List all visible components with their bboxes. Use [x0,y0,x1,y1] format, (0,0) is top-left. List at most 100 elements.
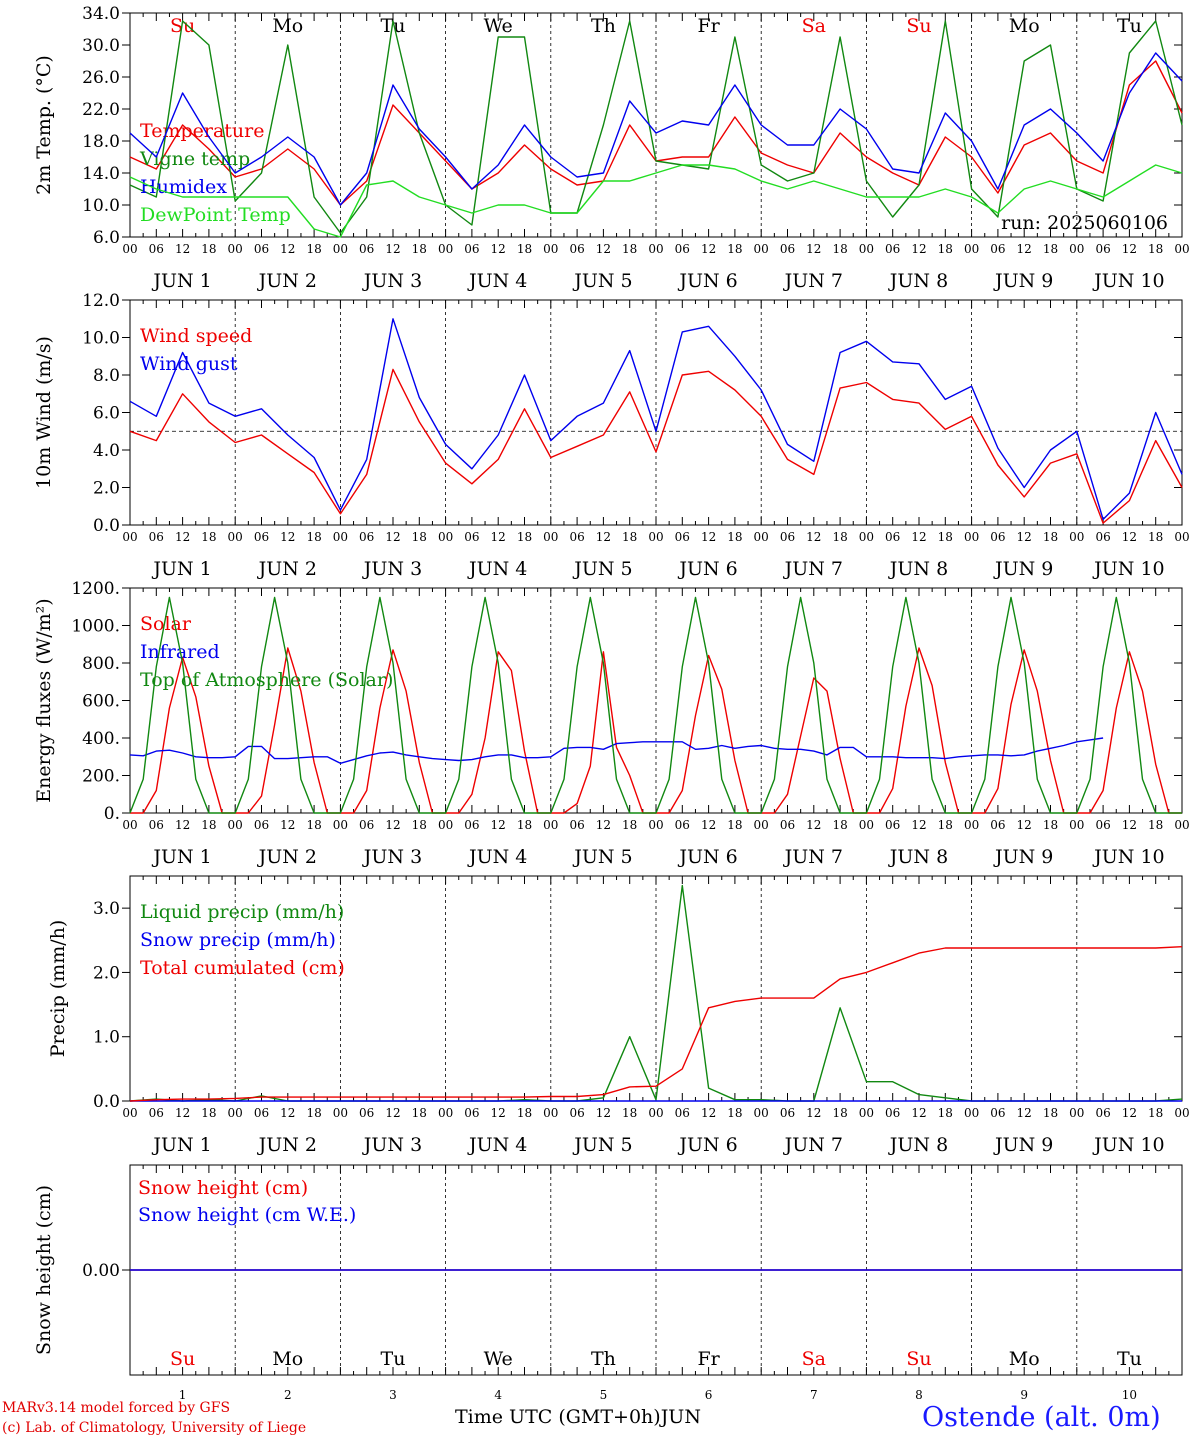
hour-tick-label: 12 [806,242,821,256]
hour-tick-label: 18 [622,818,637,832]
hour-tick-label: 18 [622,1106,637,1120]
hour-tick-label: 06 [1095,242,1110,256]
hour-tick-label: 06 [675,242,690,256]
hour-tick-label: 00 [333,818,348,832]
date-label: JUN 3 [362,270,422,292]
hour-tick-label: 12 [280,1106,295,1120]
series-line-vigne-temp [129,20,1183,234]
hour-tick-label: 06 [990,818,1005,832]
y-tick-label: 1.0 [93,1028,120,1048]
hour-tick-label: 18 [412,1106,427,1120]
date-label: JUN 8 [888,1134,948,1156]
hour-tick-label: 18 [832,818,847,832]
y-tick-label: 2.0 [93,479,120,499]
hour-tick-label: 06 [359,530,374,544]
date-label: JUN 4 [467,1134,527,1156]
date-label: JUN 5 [572,558,632,580]
date-label: JUN 9 [993,846,1053,868]
hour-tick-label: 06 [569,242,584,256]
hour-tick-label: 06 [990,1106,1005,1120]
hour-tick-label: 06 [254,530,269,544]
y-tick-label: 22.0 [82,100,120,120]
hour-tick-label: 18 [727,818,742,832]
hour-tick-label: 06 [359,1106,374,1120]
weekday-label: We [484,15,513,37]
hour-tick-label: 12 [491,242,506,256]
hour-tick-label: 00 [1069,242,1084,256]
hour-tick-label: 00 [228,1106,243,1120]
y-tick-label: 6.0 [93,228,120,248]
hour-tick-label: 18 [727,530,742,544]
x-axis-title: Time UTC (GMT+0h)JUN [455,1406,701,1428]
hour-tick-label: 00 [333,242,348,256]
y-tick-label: 1200. [71,579,120,599]
model-credit: MARv3.14 model forced by GFS [2,1400,231,1416]
hour-tick-label: 18 [306,242,321,256]
date-label: JUN 10 [1092,1134,1164,1156]
hour-tick-label: 12 [596,1106,611,1120]
hour-tick-label: 18 [201,530,216,544]
day-number: 5 [600,1388,608,1402]
panel-3: 00 06 12 18 00 06 12 18 00 06 12 18 00 06 12 18 00 06 12 18… [33,579,1190,868]
day-number: 8 [915,1388,923,1402]
hour-tick-label: 06 [1095,1106,1110,1120]
hour-tick-label: 06 [885,1106,900,1120]
y-tick-label: 6.0 [93,404,120,424]
hour-tick-label: 12 [175,818,190,832]
date-label: JUN 1 [151,270,211,292]
y-tick-label: 3.0 [93,899,120,919]
hour-tick-label: 00 [754,1106,769,1120]
hour-tick-label: 00 [964,818,979,832]
day-number: 9 [1020,1388,1028,1402]
hour-tick-label: 18 [832,242,847,256]
weekday-label: Tu [381,1348,406,1370]
hour-tick-label: 12 [701,530,716,544]
series-line-wind-speed [129,368,1183,524]
hour-tick-label: 00 [333,1106,348,1120]
hour-tick-label: 12 [596,818,611,832]
date-label: JUN 1 [151,1134,211,1156]
y-tick-label: 0.00 [82,1261,120,1281]
hour-tick-label: 06 [464,1106,479,1120]
hour-tick-label: 06 [569,818,584,832]
hour-tick-label: 00 [543,242,558,256]
day-number: 10 [1122,1388,1137,1402]
hour-tick-label: 12 [280,818,295,832]
hour-tick-label: 00 [228,242,243,256]
hour-tick-label: 12 [175,1106,190,1120]
hour-tick-label: 00 [438,530,453,544]
hour-tick-label: 18 [727,242,742,256]
date-label: JUN 8 [888,558,948,580]
date-label: JUN 1 [151,846,211,868]
legend-entry: Snow height (cm W.E.) [138,1204,356,1226]
weekday-label: Su [170,1348,195,1370]
hour-tick-label: 12 [596,242,611,256]
weekday-label: Tu [381,15,406,37]
hour-tick-label: 12 [385,818,400,832]
hour-tick-label: 06 [149,242,164,256]
hour-tick-label: 18 [517,1106,532,1120]
hour-tick-label: 06 [885,242,900,256]
y-axis-label: 2m Temp. (°C) [33,55,55,195]
hour-tick-label: 18 [412,242,427,256]
weekday-label: Mo [1009,15,1040,37]
hour-tick-label: 18 [517,530,532,544]
date-label: JUN 10 [1092,270,1164,292]
date-label: JUN 1 [151,558,211,580]
hour-tick-label: 00 [859,818,874,832]
weekday-label: Sa [802,1348,826,1370]
hour-tick-label: 18 [832,1106,847,1120]
hour-tick-label: 12 [911,530,926,544]
hour-tick-label: 00 [438,242,453,256]
y-tick-label: 400. [82,729,120,749]
date-label: JUN 6 [677,558,737,580]
date-label: JUN 3 [362,846,422,868]
hour-tick-label: 18 [832,530,847,544]
series-line-top-of-atmosphere-solar- [129,596,1182,814]
series-line-infrared [129,737,1104,764]
y-tick-label: 34.0 [82,4,120,24]
series-line-wind-gust [129,318,1183,521]
hour-tick-label: 06 [780,1106,795,1120]
hour-tick-label: 00 [754,818,769,832]
hour-tick-label: 00 [122,242,137,256]
